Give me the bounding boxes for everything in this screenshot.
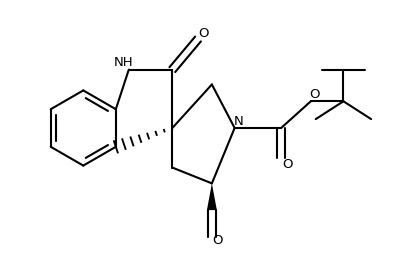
Text: O: O [198,27,209,39]
Text: O: O [309,88,319,101]
Text: O: O [212,234,223,247]
Polygon shape [207,183,216,210]
Text: NH: NH [114,56,133,69]
Text: O: O [281,158,292,171]
Text: N: N [233,115,243,127]
